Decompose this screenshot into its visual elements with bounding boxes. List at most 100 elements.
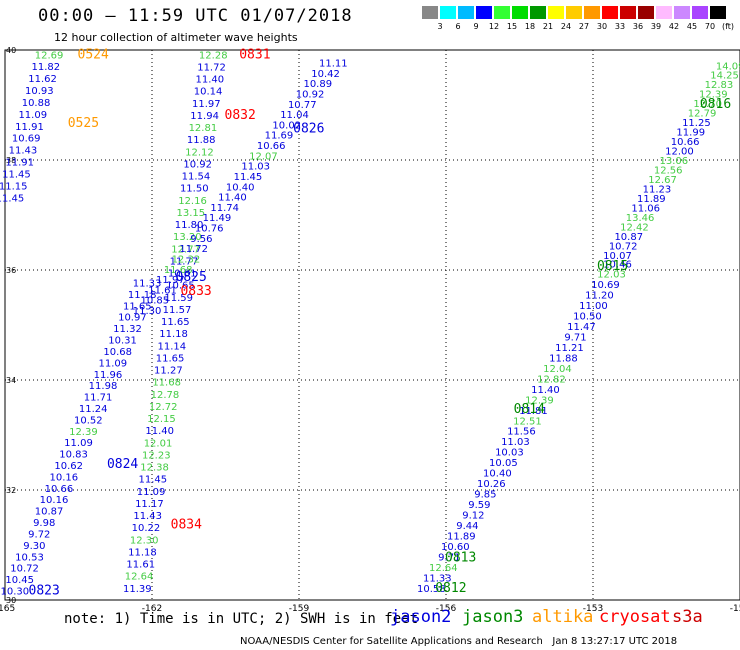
scale-swatch	[458, 6, 475, 19]
wave-height-value: 12.70	[693, 99, 722, 110]
wave-height-value: 12.30	[130, 535, 159, 546]
wave-height-value: 14.09	[716, 61, 740, 72]
wave-height-value: 10.40	[483, 469, 512, 480]
scale-swatch	[530, 6, 547, 19]
x-tick-label: -153	[583, 604, 603, 614]
wave-height-value: 12.78	[151, 390, 180, 401]
y-tick-label: 40	[6, 46, 16, 55]
scale-label: 45	[686, 22, 698, 31]
wave-height-value: 11.49	[203, 213, 232, 224]
wave-height-value: 10.83	[59, 450, 88, 461]
footer-note: note: 1) Time is in UTC; 2) SWH is in fe…	[64, 611, 419, 627]
wave-height-value: 10.66	[671, 137, 700, 148]
wave-height-value: 11.32	[113, 324, 142, 335]
wave-height-value: 11.97	[156, 275, 185, 286]
wave-height-value: 13.46	[626, 213, 655, 224]
wave-height-value: 11.40	[195, 75, 224, 86]
wave-height-value: 9.71	[564, 333, 586, 344]
wave-height-value: 11.82	[32, 62, 61, 73]
wave-height-value: 12.28	[199, 50, 228, 61]
wave-height-value: 10.66	[45, 484, 74, 495]
wave-height-value: 11.09	[137, 487, 166, 498]
wave-height-value: 12.83	[705, 80, 734, 91]
y-tick-label: 32	[6, 486, 16, 495]
scale-label: 9	[473, 22, 479, 31]
wave-height-value: 10.45	[5, 575, 34, 586]
wave-height-value: 10.88	[22, 98, 51, 109]
wave-height-value: 11.30	[133, 306, 162, 317]
wave-height-value: 12.38	[140, 463, 169, 474]
wave-height-value: 11.97	[192, 99, 221, 110]
wave-height-value: 10.02	[272, 120, 301, 131]
wave-height-value: 12.79	[688, 109, 717, 120]
wave-height-value: 11.72	[179, 244, 208, 255]
wave-height-value: 10.30	[0, 587, 29, 598]
wave-height-value: 11.39	[123, 584, 152, 595]
wave-height-value: 12.56	[654, 166, 683, 177]
scale-label: 30	[596, 22, 608, 31]
wave-height-value: 12.82	[537, 374, 566, 385]
x-tick-label: -159	[289, 604, 310, 614]
wave-height-value: 11.09	[64, 438, 93, 449]
wave-height-value: 10.92	[183, 159, 212, 170]
pass-time-label: 0825	[176, 270, 207, 285]
wave-height-value: 12.32	[172, 254, 201, 265]
wave-height-value: 11.40	[531, 385, 560, 396]
wave-height-value: 11.98	[89, 381, 118, 392]
pass-time-label: 0831	[239, 47, 270, 62]
wave-height-value: 10.60	[441, 542, 470, 553]
wave-height-value: 11.89	[637, 194, 666, 205]
pass-time-label: 0525	[68, 116, 99, 131]
x-tick-label: -165	[0, 604, 15, 614]
wave-height-value: 11.18	[128, 290, 157, 301]
wave-height-value: 10.85	[141, 296, 170, 307]
scale-label: 3	[437, 22, 443, 31]
wave-height-value: 12.12	[185, 147, 214, 158]
wave-height-value: 10.89	[303, 79, 332, 90]
wave-height-value: 11.99	[676, 128, 705, 139]
wave-height-value: 10.52	[74, 415, 103, 426]
scale-label: (ft)	[721, 22, 735, 31]
y-tick-label: 38	[6, 156, 16, 165]
pass-time-label: 0814	[514, 402, 545, 417]
wave-height-value: 11.09	[18, 110, 47, 121]
wave-height-value: 11.15	[0, 181, 27, 192]
wave-height-value: 12.72	[149, 402, 178, 413]
wave-height-value: 11.91	[5, 158, 34, 169]
pass-time-label: 0826	[293, 122, 324, 137]
wave-height-value: 12.64	[125, 572, 154, 583]
scale-label: 18	[524, 22, 536, 31]
wave-height-value: 11.25	[682, 118, 711, 129]
wave-height-value: 11.57	[163, 305, 192, 316]
scale-label: 36	[632, 22, 644, 31]
pass-time-label: 0812	[435, 581, 466, 596]
wave-height-value: 11.00	[579, 301, 608, 312]
wave-height-value: 11.61	[148, 285, 177, 296]
wave-height-value: 10.77	[288, 100, 317, 111]
scale-swatch	[512, 6, 529, 19]
wave-height-value: 12.00	[665, 147, 694, 158]
wave-height-value: 10.76	[195, 224, 224, 235]
wave-height-value: 11.71	[84, 393, 113, 404]
wave-height-value: 13.15	[176, 208, 205, 219]
wave-height-value: 11.65	[161, 317, 190, 328]
wave-height-value: 10.72	[609, 242, 638, 253]
wave-height-value: 11.11	[319, 59, 348, 70]
wave-height-value: 12.51	[513, 416, 542, 427]
wave-height-value: 12.15	[147, 414, 176, 425]
wave-height-value: 11.18	[128, 547, 157, 558]
x-tick-label: -154	[730, 604, 740, 614]
legend-jason2: jason2	[390, 607, 452, 627]
wave-height-value: 11.74	[210, 203, 239, 214]
legend-altika: altika	[532, 607, 594, 627]
wave-height-value: 10.65	[166, 281, 195, 292]
credit-timestamp: Jan 8 13:27:17 UTC 2018	[552, 636, 678, 647]
wave-height-value: 12.03	[597, 270, 626, 281]
scale-swatch	[440, 6, 457, 19]
wave-height-value: 10.97	[118, 313, 147, 324]
legend-s3a: s3a	[672, 607, 703, 627]
wave-height-value: 10.14	[194, 87, 223, 98]
wave-height-value: 10.72	[10, 564, 39, 575]
